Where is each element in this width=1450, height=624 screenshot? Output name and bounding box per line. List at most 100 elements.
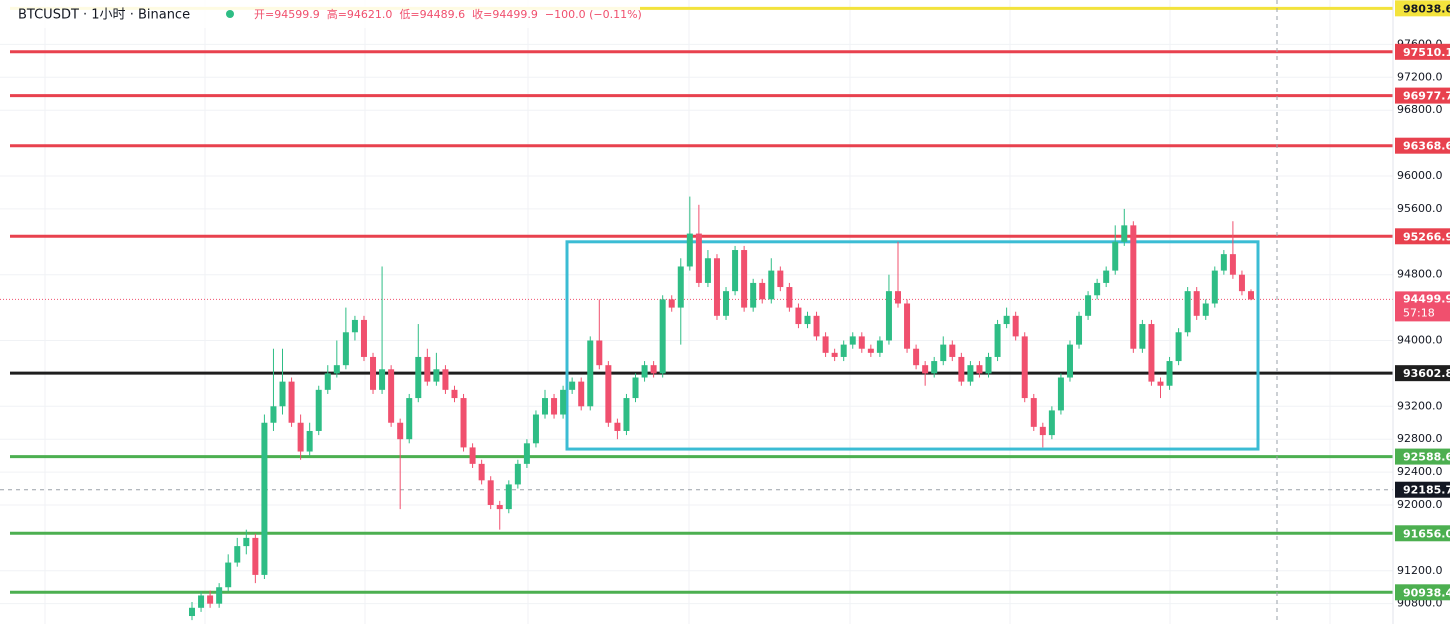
- candle-body: [1193, 291, 1200, 316]
- candle-body: [940, 344, 947, 362]
- candle-body: [288, 381, 295, 423]
- candle-body: [967, 365, 974, 382]
- candle-body: [424, 356, 431, 382]
- price-level-label: 97510.1: [1403, 46, 1450, 59]
- candle-body: [433, 369, 440, 382]
- candle-body: [234, 546, 241, 563]
- ohlc-value: −100.0 (−0.11%): [545, 8, 642, 21]
- y-tick-label: 93200.0: [1397, 399, 1443, 412]
- candle-body: [614, 422, 621, 431]
- candle-body: [650, 365, 657, 374]
- candle-body: [958, 356, 965, 382]
- crosshair-label: 92185.7: [1403, 484, 1450, 497]
- y-tick-label: 92400.0: [1397, 465, 1443, 478]
- candle-body: [713, 258, 720, 316]
- price-level-label: 93602.8: [1403, 367, 1450, 380]
- y-tick-label: 97200.0: [1397, 70, 1443, 83]
- price-level-tag: [1395, 525, 1450, 542]
- candle-body: [207, 595, 214, 604]
- price-level-tag: [1395, 365, 1450, 382]
- candle-body: [858, 336, 865, 349]
- candle-body: [469, 447, 476, 464]
- price-level-label: 92588.6: [1403, 451, 1450, 464]
- candle-body: [406, 398, 413, 440]
- candle-body: [1030, 398, 1037, 427]
- current-price-tag: [1395, 291, 1450, 322]
- candle-body: [198, 595, 205, 608]
- candle-body: [1211, 270, 1218, 304]
- y-tick-label: 95600.0: [1397, 202, 1443, 215]
- candle-body: [1130, 225, 1137, 349]
- candle-body: [768, 270, 775, 300]
- candle-body: [451, 389, 458, 399]
- candle-body: [1085, 295, 1092, 316]
- candle-body: [342, 332, 349, 366]
- candle-body: [840, 344, 847, 357]
- y-tick-label: 92800.0: [1397, 432, 1443, 445]
- vertical-grid: [44, 0, 1331, 624]
- candle-body: [913, 348, 920, 366]
- y-tick-label: 92000.0: [1397, 498, 1443, 511]
- candle-body: [252, 537, 259, 575]
- countdown-label: 57:18: [1403, 306, 1435, 319]
- ohlc-value: 高=94621.0: [327, 7, 393, 21]
- y-tick-label: 94800.0: [1397, 268, 1443, 281]
- price-level-tag: [1395, 0, 1450, 17]
- symbol-title: BTCUSDT · 1小时 · Binance: [18, 8, 190, 23]
- candle-body: [605, 365, 612, 423]
- price-level-tag: [1395, 137, 1450, 154]
- candle-body: [306, 430, 313, 452]
- range-box: [565, 240, 1260, 451]
- candle-body: [659, 299, 666, 374]
- candle-body: [460, 398, 467, 448]
- candle-body: [324, 373, 331, 390]
- y-tick-label: 91200.0: [1397, 564, 1443, 577]
- candle-body: [542, 398, 548, 415]
- candle-body: [895, 291, 901, 304]
- candle-body: [1139, 324, 1146, 349]
- candle-body: [523, 443, 530, 464]
- candle-body: [189, 607, 195, 617]
- candle-body: [1039, 426, 1046, 436]
- crosshair-tag: [1395, 481, 1450, 498]
- candle-body: [1066, 344, 1073, 378]
- candle-body: [442, 369, 449, 390]
- candle-body: [569, 381, 576, 390]
- candle-body: [723, 291, 730, 316]
- candle-body: [415, 356, 422, 399]
- price-level-label: 96977.7: [1403, 90, 1450, 103]
- candle-body: [931, 361, 938, 374]
- candle-body: [1220, 254, 1227, 271]
- candle-body: [587, 340, 594, 407]
- candle-body: [379, 369, 386, 390]
- candle-body: [578, 381, 585, 407]
- candle-body: [1012, 315, 1019, 337]
- price-level-label: 98038.6: [1403, 2, 1450, 15]
- price-level-label: 95266.9: [1403, 230, 1450, 243]
- price-level-tag: [1395, 87, 1450, 104]
- ohlc-value: 低=94489.6: [399, 8, 465, 21]
- y-tick-label: 96800.0: [1397, 103, 1443, 116]
- candle-body: [813, 315, 820, 337]
- candle-body: [822, 336, 829, 353]
- candle-body: [333, 365, 340, 374]
- candle-body: [668, 299, 675, 308]
- candle-body: [1248, 291, 1254, 300]
- legend-bg: [0, 0, 640, 28]
- candle-body: [1103, 270, 1110, 283]
- candle-body: [397, 422, 404, 440]
- candle-body: [297, 422, 304, 452]
- price-level-label: 91656.0: [1403, 527, 1450, 540]
- candle-body: [560, 389, 567, 415]
- candle-body: [388, 369, 395, 423]
- candle-body: [795, 307, 802, 325]
- candle-body: [976, 365, 983, 374]
- candle-body: [225, 562, 232, 588]
- candle-body: [1057, 377, 1064, 411]
- candle-body: [1157, 381, 1164, 386]
- y-tick-label: 94000.0: [1397, 333, 1443, 346]
- candle-body: [243, 537, 250, 547]
- candle-body: [487, 480, 494, 505]
- candle-body: [922, 365, 929, 374]
- candle-body: [695, 233, 702, 283]
